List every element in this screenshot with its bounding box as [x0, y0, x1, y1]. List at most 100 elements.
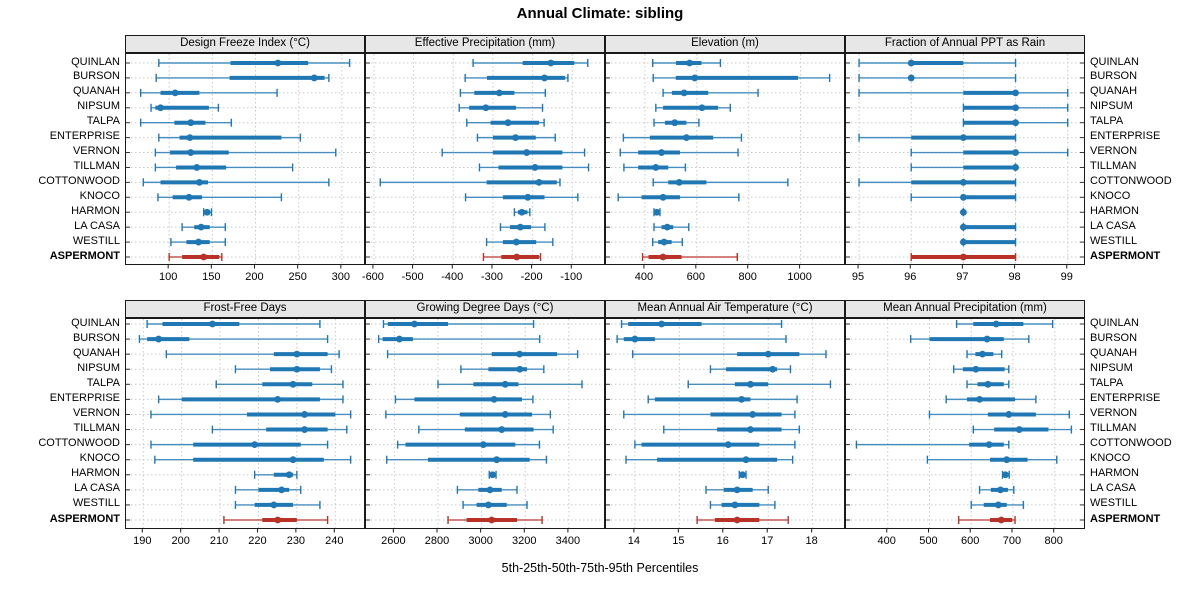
axis-tick-label: 400: [634, 271, 654, 283]
bar-design-freeze-index-c-talpa: [139, 118, 233, 127]
bar-fraction-of-annual-ppt-as-rain-burson: [858, 73, 1017, 82]
axis-tick-label: 250: [288, 271, 307, 283]
axis-effective-precipitation-mm: -600 -500 -400 -300 -200 -100: [361, 264, 605, 288]
panel-fraction-of-annual-ppt-as-rain: [845, 53, 1085, 265]
bar-frost-free-days-aspermont: [223, 516, 329, 524]
row-label-left-tillman: TILLMAN: [73, 422, 120, 435]
row-label-right-la-casa: LA CASA: [1090, 482, 1136, 495]
bar-fraction-of-annual-ppt-as-rain-quinlan: [858, 59, 1017, 67]
row-label-left-burson: BURSON: [72, 70, 120, 83]
axis-ticks-fraction-of-annual-ppt-as-rain: [857, 264, 1068, 269]
bar-effective-precipitation-mm-nipsum: [458, 103, 544, 112]
bar-effective-precipitation-mm-tillman: [478, 163, 590, 172]
bar-mean-annual-precipitation-mm-tillman: [972, 425, 1073, 434]
bar-growing-degree-days-c-harmon: [488, 470, 497, 479]
x-axis-caption: 5th-25th-50th-75th-95th Percentiles: [501, 561, 699, 575]
row-label-right-burson: BURSON: [1090, 331, 1138, 344]
strip-design-freeze-index-c: Design Freeze Index (°C): [125, 35, 365, 53]
bar-effective-precipitation-mm-westill: [485, 238, 554, 247]
bar-elevation-m-quanah: [662, 88, 759, 97]
strip-growing-degree-days-c: Growing Degree Days (°C): [365, 300, 605, 318]
bar-effective-precipitation-mm-cottonwood: [379, 178, 561, 187]
bar-growing-degree-days-c-tillman: [418, 425, 554, 434]
bar-growing-degree-days-c-cottonwood: [396, 440, 541, 449]
row-label-left-cottonwood: COTTONWOOD: [38, 437, 120, 450]
bar-mean-annual-air-temperature-c-tillman: [663, 425, 801, 434]
panel-growing-degree-days-c: [365, 318, 605, 529]
bar-design-freeze-index-c-nipsum: [150, 103, 220, 112]
bar-frost-free-days-quinlan: [146, 320, 321, 328]
row-label-left-westill: WESTILL: [72, 234, 120, 247]
bar-design-freeze-index-c-aspermont: [168, 253, 223, 261]
row-label-left-aspermont: ASPERMONT: [49, 249, 120, 262]
row-label-right-cottonwood: COTTONWOOD: [1090, 174, 1172, 187]
axis-elevation-m: 400 600 800 1000: [605, 264, 845, 288]
bar-design-freeze-index-c-enterprise: [158, 133, 302, 142]
bar-fraction-of-annual-ppt-as-rain-harmon: [959, 208, 967, 217]
bar-growing-degree-days-c-westill: [462, 500, 528, 509]
bar-mean-annual-air-temperature-c-aspermont: [696, 516, 789, 524]
bar-frost-free-days-cottonwood: [150, 440, 329, 449]
bar-elevation-m-harmon: [653, 208, 661, 217]
bar-fraction-of-annual-ppt-as-rain-knoco: [910, 193, 1017, 202]
row-label-left-talpa: TALPA: [86, 376, 120, 389]
bar-elevation-m-vernon: [619, 148, 739, 157]
axis-tick-label: -600: [361, 271, 384, 283]
bar-mean-annual-precipitation-mm-vernon: [928, 410, 1071, 419]
row-label-right-burson: BURSON: [1090, 70, 1138, 83]
row-label-left-nipsum: NIPSUM: [77, 100, 120, 113]
axis-tick-label: 150: [202, 271, 221, 283]
strip-mean-annual-air-temperature-c: Mean Annual Air Temperature (°C): [605, 300, 845, 318]
bar-elevation-m-aspermont: [641, 253, 738, 261]
bar-fraction-of-annual-ppt-as-rain-quanah: [858, 88, 1069, 97]
bar-effective-precipitation-mm-quinlan: [472, 59, 589, 67]
bar-growing-degree-days-c-knoco: [386, 455, 548, 464]
bar-frost-free-days-burson: [138, 335, 329, 344]
axis-tick-label: 2600: [381, 535, 406, 547]
axis-tick-label: 700: [1002, 535, 1022, 547]
bar-design-freeze-index-c-cottonwood: [142, 178, 330, 187]
bar-frost-free-days-enterprise: [157, 395, 344, 404]
bar-fraction-of-annual-ppt-as-rain-talpa: [962, 118, 1069, 127]
axis-tick-label: 3400: [555, 535, 581, 547]
row-label-right-quanah: QUANAH: [1090, 85, 1138, 98]
panel-mean-annual-precipitation-mm: [845, 318, 1085, 529]
bar-growing-degree-days-c-enterprise: [394, 395, 534, 404]
row-label-left-vernon: VERNON: [72, 145, 120, 158]
bar-fraction-of-annual-ppt-as-rain-vernon: [910, 148, 1069, 157]
bar-mean-annual-air-temperature-c-vernon: [623, 410, 796, 419]
row-label-right-vernon: VERNON: [1090, 406, 1138, 419]
row-label-left-knoco: KNOCO: [79, 189, 120, 202]
bar-frost-free-days-westill: [234, 500, 321, 509]
panel-design-freeze-index-c: [125, 53, 365, 265]
row-label-left-harmon: HARMON: [71, 204, 120, 217]
bar-growing-degree-days-c-quinlan: [382, 320, 535, 328]
row-label-left-quinlan: QUINLAN: [71, 316, 120, 329]
bar-mean-annual-air-temperature-c-la-casa: [705, 485, 769, 494]
row-label-right-cottonwood: COTTONWOOD: [1090, 437, 1172, 450]
axis-tick-label: 230: [286, 535, 306, 547]
bar-frost-free-days-knoco: [154, 455, 352, 464]
axis-design-freeze-index-c: 100 150 200 250 300: [125, 264, 365, 288]
row-label-left-la-casa: LA CASA: [74, 219, 120, 232]
bar-growing-degree-days-c-aspermont: [447, 516, 543, 524]
bar-fraction-of-annual-ppt-as-rain-nipsum: [962, 103, 1069, 112]
bar-fraction-of-annual-ppt-as-rain-tillman: [910, 163, 1019, 172]
bar-growing-degree-days-c-nipsum: [460, 365, 545, 374]
row-label-right-aspermont: ASPERMONT: [1090, 512, 1161, 525]
axis-tick-label: 100: [158, 271, 178, 283]
bar-frost-free-days-la-casa: [234, 485, 302, 494]
bar-mean-annual-air-temperature-c-enterprise: [647, 395, 798, 404]
bar-elevation-m-talpa: [653, 118, 700, 127]
row-label-right-tillman: TILLMAN: [1090, 159, 1137, 172]
panel-canvas-elevation-m: [606, 54, 843, 264]
axis-tick-label: 14: [627, 535, 640, 547]
bar-mean-annual-precipitation-mm-westill: [970, 500, 1025, 509]
axis-mean-annual-precipitation-mm: 400 500 600 700 800: [845, 528, 1085, 552]
axis-tick-label: 200: [245, 271, 264, 283]
axis-tick-label: 95: [851, 271, 865, 283]
bar-mean-annual-precipitation-mm-aspermont: [957, 516, 1016, 524]
panel-frost-free-days: [125, 318, 365, 529]
axis-ticks-design-freeze-index-c: [167, 264, 342, 269]
